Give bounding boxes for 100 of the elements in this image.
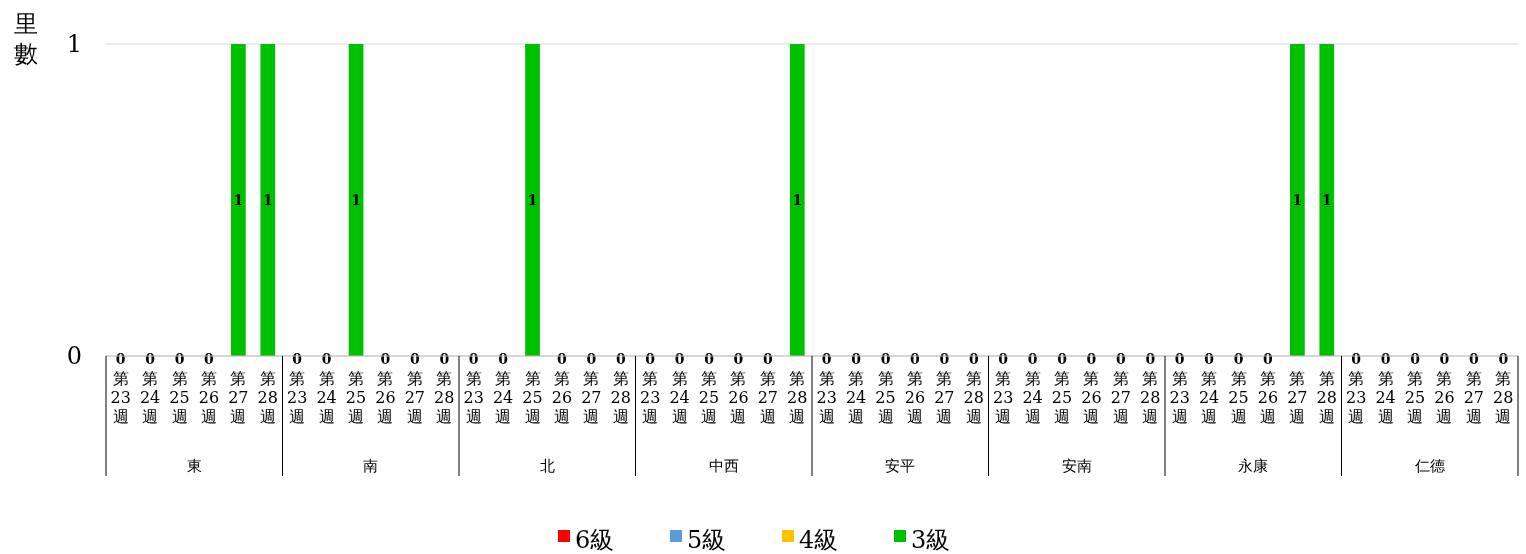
x-tick-label: 第24週 (139, 369, 161, 426)
data-label: 0 (968, 351, 979, 367)
x-tick-label: 第27週 (1463, 369, 1485, 426)
x-tick-label: 第25週 (1051, 369, 1073, 426)
x-tick-label: 第23週 (287, 369, 308, 426)
x-tick-label: 第25週 (169, 369, 190, 426)
text: 中西 (708, 457, 739, 475)
legend-label: 6級 (575, 526, 615, 554)
x-tick-label: 第23週 (640, 369, 661, 426)
data-label: 0 (939, 351, 950, 367)
data-label: 0 (1469, 351, 1479, 367)
x-tick-label: 第28週 (1140, 369, 1161, 426)
x-tick-label: 第24週 (492, 369, 514, 426)
x-tick-label: 第25週 (698, 369, 720, 426)
x-tick-label: 第23週 (993, 369, 1014, 426)
x-tick-label: 第28週 (610, 369, 631, 426)
data-label: 0 (704, 351, 715, 367)
x-tick-label: 第23週 (1169, 369, 1190, 426)
text: 北 (539, 457, 555, 475)
data-label: 0 (1116, 351, 1126, 367)
data-label: 0 (615, 351, 626, 367)
x-tick-label: 第26週 (551, 369, 573, 426)
x-tick-label: 第23週 (1346, 369, 1367, 426)
x-tick-label: 第27週 (404, 369, 426, 426)
data-label: 0 (468, 351, 479, 367)
data-label: 0 (174, 351, 185, 367)
x-tick-label: 第28週 (434, 369, 455, 426)
data-label: 0 (821, 351, 832, 367)
text: 永康 (1238, 457, 1269, 475)
data-label: 0 (1174, 351, 1185, 367)
data-label: 1 (351, 192, 361, 208)
x-tick-label: 第27週 (757, 369, 779, 426)
x-tick-label: 第24週 (1375, 369, 1396, 426)
data-label: 0 (380, 351, 391, 367)
data-label: 0 (115, 351, 126, 367)
text: 南 (363, 457, 379, 475)
data-label: 0 (1057, 351, 1068, 367)
data-label: 1 (527, 192, 538, 208)
x-tick-label: 第23週 (110, 369, 131, 426)
data-label: 0 (763, 351, 773, 367)
x-tick-label: 第25週 (345, 369, 367, 426)
x-tick-label: 第26週 (1081, 369, 1102, 426)
x-tick-label: 第26週 (375, 369, 396, 426)
data-label: 0 (851, 351, 862, 367)
data-label: 0 (1351, 351, 1362, 367)
data-label: 0 (321, 351, 332, 367)
x-tick-label: 第26週 (1257, 369, 1279, 426)
x-tick-label: 第25週 (522, 369, 543, 426)
x-tick-label: 第27週 (934, 369, 955, 426)
x-tick-label: 第27週 (1110, 369, 1132, 426)
data-label: 1 (233, 192, 244, 208)
x-tick-label: 第23週 (463, 369, 484, 426)
data-label: 1 (792, 192, 803, 208)
data-label: 0 (145, 351, 156, 367)
x-tick-label: 第27週 (228, 369, 249, 426)
data-label: 0 (1380, 351, 1391, 367)
data-label: 0 (733, 351, 744, 367)
data-label: 0 (1439, 351, 1450, 367)
x-tick-label: 第28週 (257, 369, 278, 426)
data-label: 0 (557, 351, 568, 367)
data-label: 0 (1498, 351, 1509, 367)
data-label: 0 (292, 351, 303, 367)
data-label: 0 (586, 351, 597, 367)
x-tick-label: 第27週 (581, 369, 602, 426)
text: 安南 (1061, 457, 1092, 475)
x-tick-label: 第24週 (1022, 369, 1043, 426)
x-tick-label: 第25週 (875, 369, 896, 426)
data-label: 0 (1263, 351, 1274, 367)
x-tick-label: 第24週 (669, 369, 690, 426)
x-tick-label: 第26週 (904, 369, 926, 426)
data-label: 0 (1086, 351, 1097, 367)
x-tick-label: 第28週 (1493, 369, 1514, 426)
x-tick-label: 第24週 (845, 369, 867, 426)
data-label: 1 (1292, 192, 1303, 208)
x-tick-label: 第26週 (728, 369, 749, 426)
x-tick-label: 第24週 (316, 369, 337, 426)
data-label: 1 (1321, 192, 1332, 208)
data-label: 0 (645, 351, 656, 367)
data-label: 0 (204, 351, 215, 367)
text: 安平 (885, 457, 916, 475)
legend-label: 4級 (799, 526, 839, 554)
x-tick-label: 第28週 (787, 369, 808, 426)
x-tick-label: 第25週 (1228, 369, 1249, 426)
data-label: 0 (674, 351, 685, 367)
data-label: 0 (1233, 351, 1244, 367)
data-label: 0 (1027, 351, 1038, 367)
x-tick-label: 第28週 (963, 369, 984, 426)
data-label: 0 (880, 351, 891, 367)
data-label: 0 (498, 351, 509, 367)
x-tick-label: 第26週 (1434, 369, 1455, 426)
x-tick-label: 第23週 (816, 369, 837, 426)
data-label: 0 (1410, 351, 1421, 367)
x-tick-label: 第27週 (1287, 369, 1308, 426)
x-tick-label: 第24週 (1198, 369, 1220, 426)
data-label: 0 (910, 351, 921, 367)
x-tick-label: 第28週 (1316, 369, 1337, 426)
data-label: 0 (1145, 351, 1156, 367)
text: 東 (186, 457, 202, 475)
data-label: 0 (998, 351, 1009, 367)
legend-label: 3級 (911, 526, 951, 554)
